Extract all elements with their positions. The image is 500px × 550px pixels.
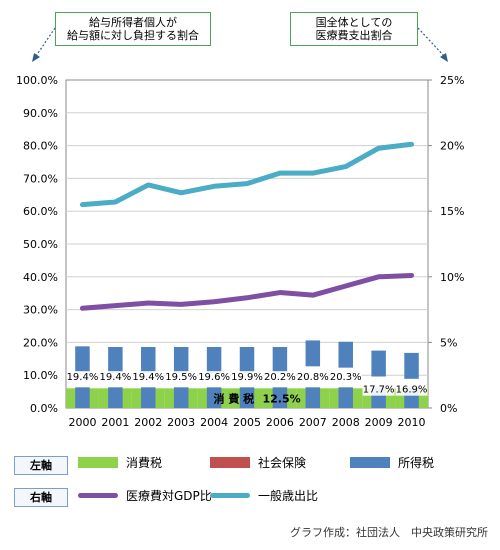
left-tick-label: 0.0% — [30, 402, 58, 415]
data-label: 20.8% — [297, 372, 329, 383]
left-axis-tag: 左軸 — [14, 456, 68, 475]
bar-income-tax — [108, 346, 123, 373]
x-tick-label: 2002 — [134, 416, 162, 429]
data-label: 19.4% — [67, 372, 99, 383]
data-label-bg — [329, 371, 362, 384]
bar-income-tax-lower — [272, 387, 288, 408]
data-label-bg — [296, 371, 329, 384]
data-label-bg — [165, 371, 198, 384]
x-tick-label: 2006 — [266, 416, 294, 429]
consumption-tax-annotation: 消 費 税 — [214, 391, 255, 405]
data-label-bg — [99, 371, 132, 384]
left-tick-label: 50.0% — [23, 238, 58, 251]
x-tick-label: 2004 — [200, 416, 228, 429]
left-tick-label: 20.0% — [23, 336, 58, 349]
right-callout-arrow — [417, 27, 445, 57]
bar-income-tax — [141, 346, 156, 373]
chart-svg: 0.0% 10.0% 20.0% 30.0% 40.0% 50.0% 60.0% 70.0% 8… — [16, 27, 464, 429]
data-labels: 19.4% 19.4% 19.4% 19.5% 19.6% 19.9% 20.2% 20.8%… — [66, 371, 428, 405]
bar-income-tax — [173, 346, 189, 373]
left-tick-label: 100.0% — [16, 74, 58, 87]
credit-footer: グラフ作成：社団法人 中央政策研究所 — [290, 526, 488, 539]
line-medical-gdp — [79, 272, 415, 311]
data-label-bg — [198, 371, 231, 384]
x-tick-label: 2005 — [233, 416, 261, 429]
consumption-tax-rate: 12.5% — [262, 392, 300, 405]
right-axis-tag: 右軸 — [14, 488, 68, 507]
bar-income-tax — [239, 346, 255, 373]
bar-income-tax — [272, 346, 288, 373]
data-label: 17.7% — [363, 385, 395, 396]
bar-income-tax — [305, 340, 321, 367]
left-callout: 給与所得者個人が 給与額に対し負担する割合 — [55, 12, 211, 46]
bar-income-tax-lower — [75, 387, 90, 408]
data-label: 19.9% — [231, 372, 263, 383]
left-callout-arrow — [35, 27, 56, 57]
data-label: 19.4% — [99, 372, 131, 383]
lines — [79, 141, 415, 311]
left-tick-label: 10.0% — [23, 369, 58, 382]
x-tick-label: 2009 — [365, 416, 393, 429]
data-label: 20.3% — [330, 372, 362, 383]
data-label: 16.9% — [396, 385, 428, 396]
bar-income-tax — [206, 346, 222, 373]
left-tick-label: 90.0% — [23, 107, 58, 120]
left-tick-label: 30.0% — [23, 304, 58, 317]
left-tick-label: 60.0% — [23, 205, 58, 218]
bar-income-tax — [371, 350, 386, 377]
x-tick-label: 2010 — [398, 416, 426, 429]
right-tick-label: 20% — [440, 140, 464, 153]
data-label-bg — [263, 371, 296, 384]
data-label: 19.5% — [165, 372, 197, 383]
x-tick-label: 2003 — [167, 416, 195, 429]
left-arrowhead — [32, 53, 40, 62]
bar-income-tax-lower — [173, 387, 189, 408]
right-tick-label: 10% — [440, 271, 464, 284]
x-tick-label: 2001 — [101, 416, 129, 429]
bar-income-tax-lower — [338, 387, 353, 408]
left-tick-label: 70.0% — [23, 172, 58, 185]
data-label: 19.6% — [198, 372, 230, 383]
right-arrowhead — [440, 53, 448, 62]
bar-income-tax-lower — [239, 387, 255, 408]
bar-income-tax-lower — [305, 387, 321, 408]
left-tick-label: 40.0% — [23, 271, 58, 284]
right-tick-label: 0% — [440, 402, 457, 415]
bar-income-tax — [338, 341, 353, 368]
data-label-bg — [395, 383, 428, 396]
data-label: 20.2% — [264, 372, 296, 383]
tick-labels: 0.0% 10.0% 20.0% 30.0% 40.0% 50.0% 60.0% 70.0% 8… — [16, 74, 464, 429]
callout-arrows — [32, 27, 448, 62]
left-tick-label: 80.0% — [23, 140, 58, 153]
bars — [66, 340, 428, 408]
bar-income-tax — [75, 346, 90, 373]
data-label: 19.4% — [132, 372, 164, 383]
line-general-expenditure — [79, 141, 415, 208]
bar-income-tax-lower — [141, 387, 156, 408]
data-label-bg — [132, 371, 165, 384]
right-callout: 国全体としての 医療費支出割合 — [290, 12, 418, 46]
data-label-bg — [231, 371, 263, 384]
bar-income-tax-lower — [108, 387, 123, 408]
right-tick-label: 25% — [440, 74, 464, 87]
right-tick-label: 15% — [440, 205, 464, 218]
x-tick-label: 2008 — [332, 416, 360, 429]
bar-income-tax-lower — [206, 387, 222, 408]
right-tick-label: 5% — [440, 336, 457, 349]
data-label-bg — [362, 383, 395, 396]
bar-income-tax — [404, 352, 419, 379]
data-label-bg — [66, 371, 99, 384]
x-tick-label: 2000 — [68, 416, 96, 429]
x-tick-label: 2007 — [299, 416, 327, 429]
